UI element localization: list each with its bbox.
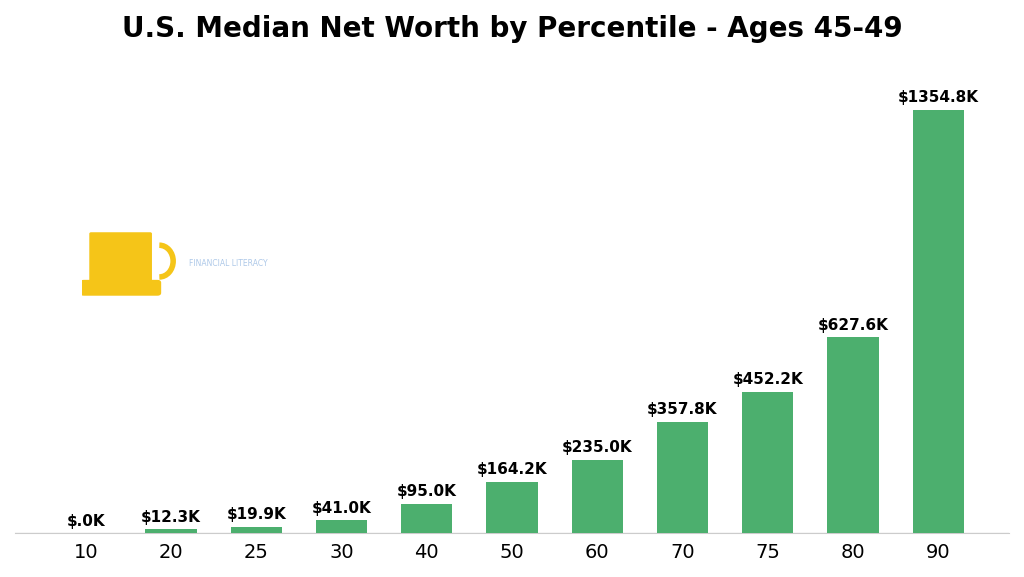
Text: $627.6K: $627.6K <box>817 317 889 332</box>
Text: FINANCIAL LITERACY: FINANCIAL LITERACY <box>188 259 267 268</box>
Bar <box>316 520 367 533</box>
Text: $41.0K: $41.0K <box>311 501 372 516</box>
Text: $452.2K: $452.2K <box>732 372 803 387</box>
FancyBboxPatch shape <box>89 233 152 290</box>
Text: $95.0K: $95.0K <box>397 484 457 499</box>
Bar <box>912 110 964 533</box>
Text: $235.0K: $235.0K <box>562 440 633 455</box>
Text: $.0K: $.0K <box>67 514 105 529</box>
Bar <box>486 482 538 533</box>
Text: $19.9K: $19.9K <box>226 507 286 522</box>
Bar <box>827 338 879 533</box>
FancyBboxPatch shape <box>80 280 161 296</box>
Bar <box>657 422 708 533</box>
Text: $357.8K: $357.8K <box>647 402 718 417</box>
Bar <box>145 530 197 533</box>
Bar <box>742 392 794 533</box>
Text: $164.2K: $164.2K <box>477 462 547 477</box>
Bar <box>401 504 453 533</box>
Text: $1354.8K: $1354.8K <box>898 91 979 106</box>
Text: $12.3K: $12.3K <box>141 509 201 524</box>
Title: U.S. Median Net Worth by Percentile - Ages 45-49: U.S. Median Net Worth by Percentile - Ag… <box>122 15 902 43</box>
Bar <box>230 527 282 533</box>
Text: FINALLY
LEARN: FINALLY LEARN <box>188 196 252 225</box>
Bar <box>571 460 623 533</box>
